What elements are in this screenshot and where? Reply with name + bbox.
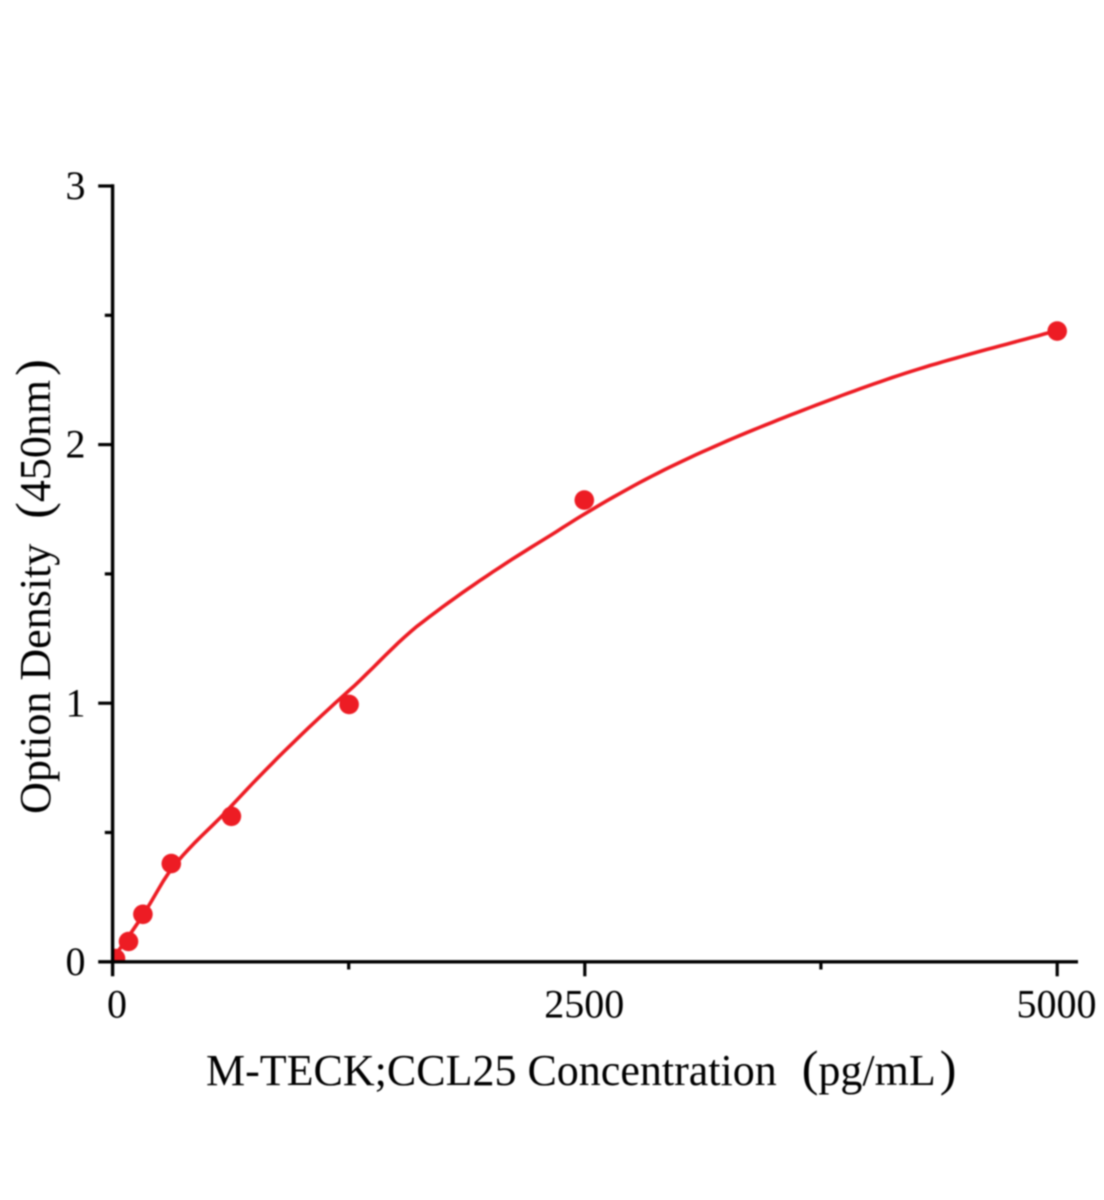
svg-text:0: 0: [107, 982, 127, 1027]
svg-text:2: 2: [66, 422, 86, 467]
svg-text:M-TECK;CCL25 Concentration(pg/: M-TECK;CCL25 Concentration (pg/mL): [206, 1040, 956, 1096]
svg-text:2500: 2500: [544, 982, 624, 1027]
svg-text:3: 3: [66, 163, 86, 208]
svg-text:Option Density(450nm): Option Density(450nm): [5, 359, 61, 814]
svg-text:0: 0: [66, 939, 86, 984]
svg-text:1: 1: [66, 680, 86, 725]
svg-text:5000: 5000: [1017, 982, 1097, 1027]
